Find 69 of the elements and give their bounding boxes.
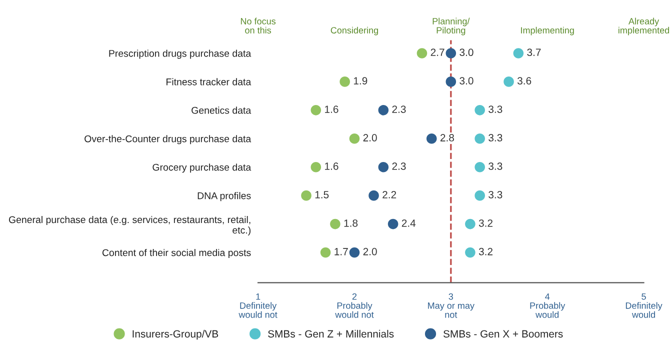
data-label: 2.3 [392, 162, 406, 170]
data-label: 2.2 [382, 190, 396, 198]
data-label: 3.0 [460, 77, 474, 84]
point [330, 218, 340, 230]
point [465, 218, 476, 230]
point [301, 190, 312, 201]
data-label: 1.6 [325, 106, 338, 113]
x-tick-label: 4 Probably would [530, 293, 566, 318]
data-label: 1.5 [315, 191, 329, 198]
data-label: 1.9 [354, 77, 368, 84]
point [310, 105, 322, 116]
point [446, 48, 456, 58]
point [388, 218, 398, 230]
point [349, 133, 360, 144]
y-tick-label: DNA profiles [198, 192, 251, 202]
point [474, 105, 485, 116]
point [320, 247, 331, 258]
point [340, 76, 350, 87]
point [416, 48, 428, 58]
point [474, 162, 485, 172]
data-label: 3.0 [460, 48, 474, 56]
point [378, 162, 389, 172]
data-label: 2.7 [430, 48, 444, 56]
text: Implementing [521, 26, 574, 36]
data-label: 3.2 [478, 248, 492, 256]
x-tick-label: 5 Definitely would [626, 293, 662, 318]
text: Already implemented [618, 18, 670, 36]
text: Planning/ Piloting [432, 18, 470, 36]
point [378, 105, 389, 116]
y-tick-label: Genetics data [192, 106, 252, 114]
point [310, 162, 322, 172]
point [474, 190, 485, 201]
data-label: 3.3 [488, 134, 502, 142]
data-label: 2.8 [440, 134, 454, 142]
x-tick-label: 1 Definitely would not [238, 293, 278, 318]
text: No focus on this [240, 18, 276, 34]
data-label: 2.0 [363, 248, 377, 256]
text: Considering [330, 26, 378, 36]
point [446, 76, 456, 87]
point [349, 247, 360, 258]
data-label: 1.6 [325, 162, 338, 170]
y-tick-label: General purchase data (e.g. services, restaurants, retail, etc.) [8, 216, 250, 236]
point [426, 133, 437, 144]
data-label: 2.3 [392, 106, 406, 113]
x-tick-label: 3 May or may not [428, 293, 474, 318]
data-label: 3.6 [518, 77, 532, 84]
y-tick-label: Content of their social media posts [102, 248, 251, 258]
point [368, 190, 379, 201]
data-label: 1.8 [344, 219, 358, 227]
data-label: 3.2 [478, 219, 492, 227]
data-label: 2.0 [363, 134, 377, 142]
data-label: 2.4 [402, 219, 416, 227]
legend-label: Insurers-Group/VB [132, 330, 218, 340]
point [513, 48, 524, 58]
point [474, 133, 485, 144]
data-label: 3.7 [527, 48, 541, 56]
legend-label: SMBs - Gen Z + Millennials [268, 330, 394, 338]
y-tick-label: Grocery purchase data [152, 164, 252, 173]
y-tick-label: Over-the-Counter drugs purchase data [84, 135, 252, 144]
data-label: 1.7 [334, 248, 348, 256]
point [465, 247, 476, 258]
point [504, 76, 514, 87]
data-label: 3.3 [488, 106, 502, 113]
data-label: 3.3 [488, 162, 502, 170]
y-tick-label: Fitness tracker data [166, 78, 252, 86]
y-tick-label: Prescription drugs purchase data [109, 50, 252, 59]
x-tick-label: 2 Probably would not [335, 293, 374, 318]
legend-label: SMBs - Gen X + Boomers [443, 330, 563, 338]
data-label: 3.3 [488, 190, 502, 198]
